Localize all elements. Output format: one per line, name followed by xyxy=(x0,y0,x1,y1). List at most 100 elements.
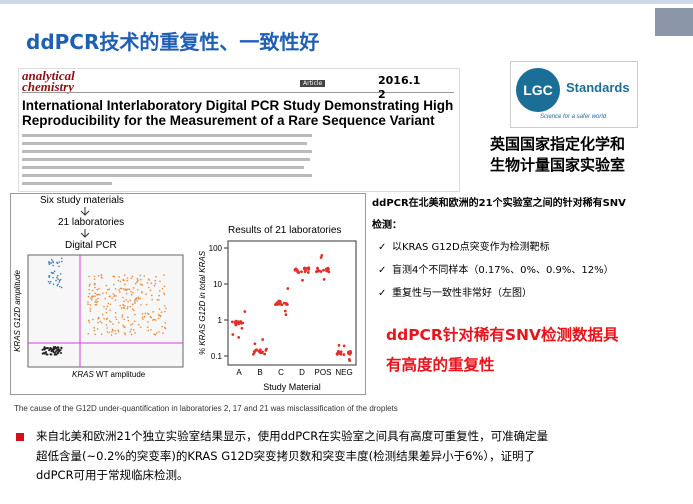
date-line: 2016.1 xyxy=(378,74,421,87)
droplet xyxy=(141,284,143,286)
result-dot xyxy=(301,278,304,282)
droplet xyxy=(94,295,96,297)
droplet xyxy=(158,299,160,301)
droplet xyxy=(87,303,89,306)
droplet xyxy=(107,302,110,305)
droplet xyxy=(93,327,95,329)
droplet xyxy=(105,308,107,310)
result-dot xyxy=(230,320,234,324)
droplet xyxy=(44,352,47,355)
droplet xyxy=(138,323,140,326)
droplet xyxy=(164,327,167,330)
droplet xyxy=(165,307,167,310)
result-dot xyxy=(236,320,240,324)
droplet xyxy=(94,301,97,303)
result-dot xyxy=(300,270,303,274)
droplet xyxy=(124,333,127,336)
result-dot xyxy=(303,270,307,274)
droplet xyxy=(139,274,142,277)
droplet xyxy=(97,321,99,324)
droplet xyxy=(93,282,96,285)
result-dot xyxy=(342,344,346,348)
droplet xyxy=(97,293,100,296)
summary-line: ddPCR可用于常规临床检测。 xyxy=(36,468,189,482)
journal-logo: analytical chemistry xyxy=(22,68,75,94)
droplet xyxy=(95,303,98,306)
droplet xyxy=(139,283,142,286)
droplet xyxy=(111,331,113,333)
droplet xyxy=(112,323,114,325)
droplet xyxy=(134,302,136,304)
droplet xyxy=(114,330,116,332)
result-dot xyxy=(339,350,343,354)
droplet xyxy=(57,283,59,285)
xlabel-rest: WT amplitude xyxy=(96,370,146,379)
date-line: 2 xyxy=(378,88,386,101)
droplet-cluster xyxy=(47,257,63,289)
droplet xyxy=(59,278,62,281)
result-dot xyxy=(337,343,341,347)
droplet xyxy=(148,279,151,281)
droplet xyxy=(136,297,138,299)
highlight-line: ddPCR针对稀有SNV检测数据具 xyxy=(386,326,619,344)
droplet xyxy=(123,274,126,277)
droplet xyxy=(114,316,117,319)
droplet xyxy=(105,311,108,314)
droplet xyxy=(99,320,102,323)
result-dot xyxy=(253,342,257,346)
droplet xyxy=(121,316,124,318)
x-categories: A B C D POS NEG xyxy=(236,368,352,377)
droplet xyxy=(108,320,111,322)
droplet xyxy=(126,277,129,279)
droplet xyxy=(98,287,100,290)
author-list xyxy=(22,134,312,185)
droplet xyxy=(60,347,63,350)
droplet xyxy=(130,333,133,336)
droplet xyxy=(127,288,129,290)
droplet xyxy=(87,319,90,322)
droplet xyxy=(124,283,126,286)
droplet xyxy=(155,319,157,321)
droplet xyxy=(108,288,110,291)
droplet xyxy=(109,321,112,323)
droplet xyxy=(163,305,166,307)
droplet xyxy=(150,329,152,331)
droplet xyxy=(149,315,152,318)
droplet xyxy=(156,299,159,301)
droplet xyxy=(52,276,54,279)
droplet xyxy=(61,260,63,263)
summary: 来自北美和欧洲21个独立实验室结果显示，使用ddPCR在实验室之间具有高度可重复… xyxy=(36,427,548,486)
droplet xyxy=(113,294,116,296)
top-bar xyxy=(0,0,693,4)
droplet xyxy=(137,297,140,300)
droplet xyxy=(87,295,90,298)
droplet xyxy=(93,275,96,278)
droplet xyxy=(53,270,56,273)
droplet xyxy=(123,300,125,303)
droplet xyxy=(141,316,144,319)
result-dot xyxy=(258,348,262,352)
droplet xyxy=(131,275,134,278)
droplet xyxy=(126,307,129,310)
result-dot xyxy=(255,348,258,351)
droplet xyxy=(96,288,99,291)
check-icon: ✓ xyxy=(378,265,387,276)
droplet xyxy=(134,300,136,303)
y-tick-label: 100 xyxy=(209,244,223,253)
bullet-text: 以KRAS G12D点突变作为检测靶标 xyxy=(392,242,550,253)
droplet xyxy=(113,275,116,278)
droplet xyxy=(96,293,98,296)
result-dot xyxy=(263,352,267,356)
droplet xyxy=(153,318,155,321)
journal-line: chemistry xyxy=(22,79,74,94)
droplet xyxy=(122,303,124,306)
result-dot xyxy=(293,267,297,271)
droplet xyxy=(41,352,44,355)
corner-block xyxy=(655,8,693,36)
result-dot xyxy=(280,303,284,307)
y-ticks: 100 10 1 0.1 xyxy=(209,244,228,361)
droplet xyxy=(58,285,61,288)
journal-line: analytical xyxy=(22,68,75,83)
result-dot xyxy=(342,353,346,356)
bullet: ✓ 盲测4个不同样本（0.17%、0%、0.9%、12%） xyxy=(378,259,614,282)
